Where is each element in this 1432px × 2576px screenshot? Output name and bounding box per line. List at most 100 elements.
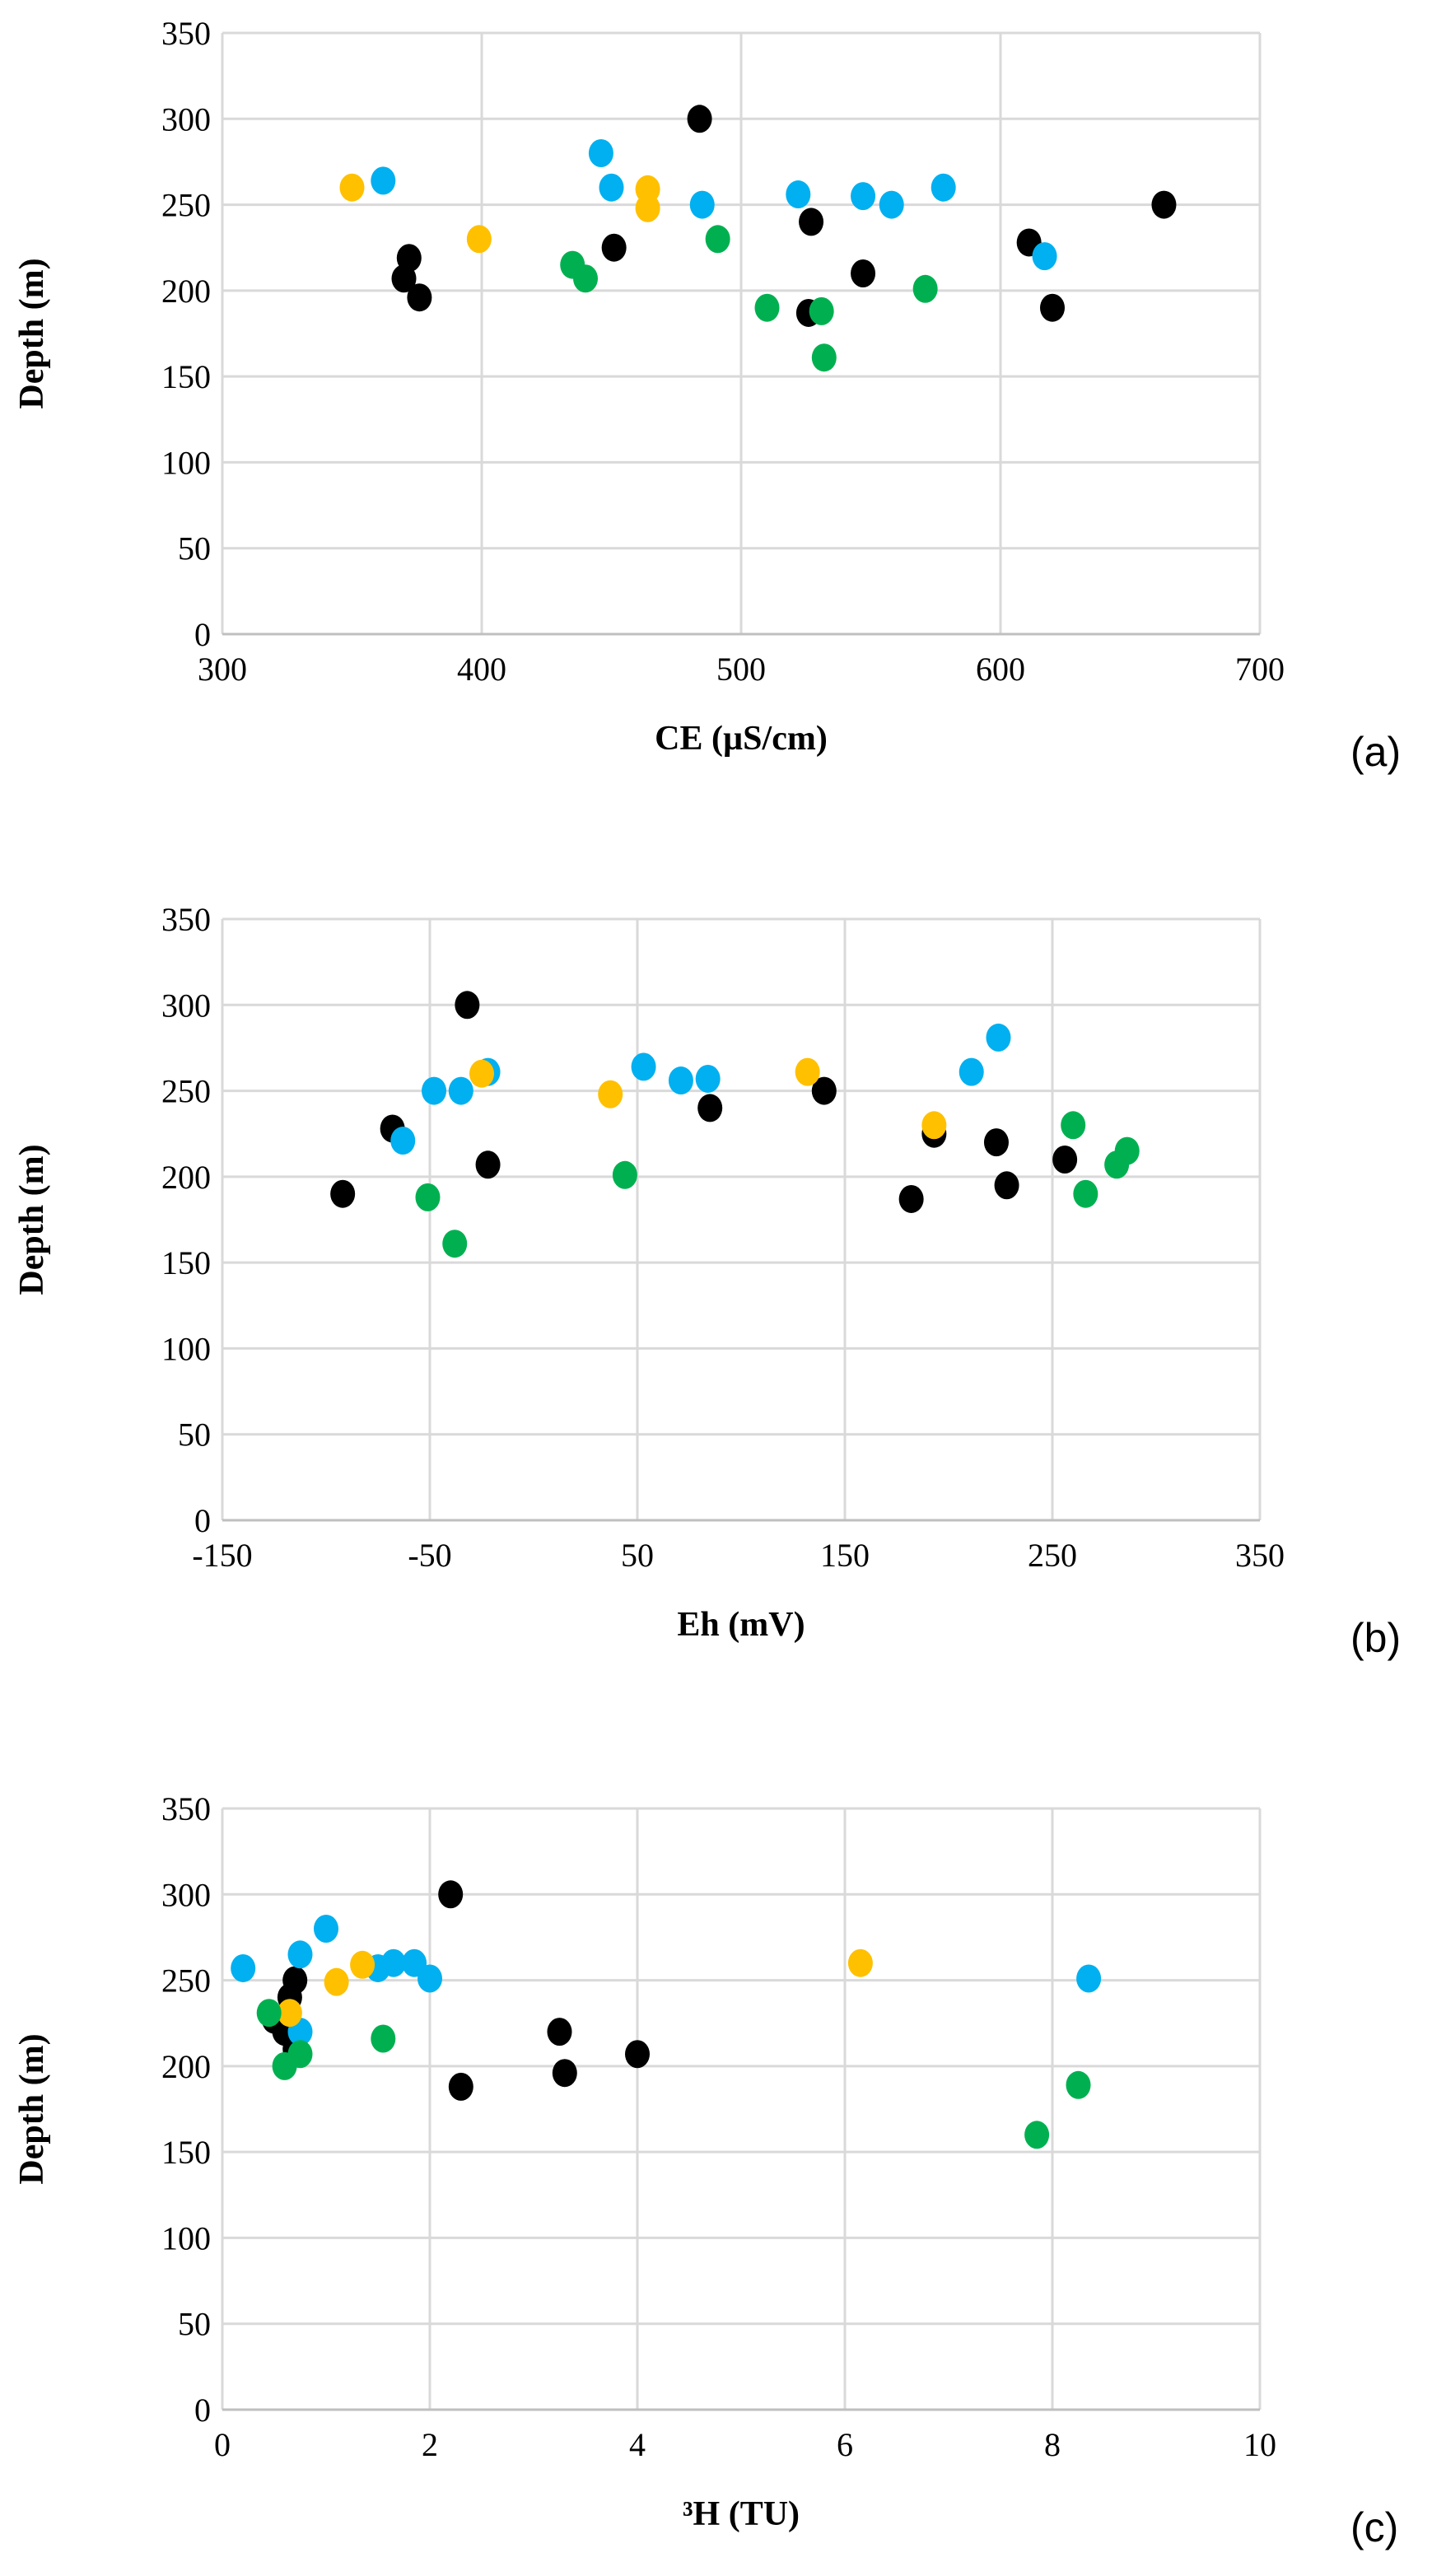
data-point-black — [687, 105, 712, 133]
data-point-green — [287, 2040, 313, 2069]
x-tick-label: 4 — [629, 2426, 646, 2463]
data-point-black — [552, 2059, 577, 2088]
data-point-black — [898, 1184, 924, 1213]
data-point-blue — [631, 1052, 656, 1081]
chart-panel-3: 0 50 100 150 200 250 300 350 0 2 4 6 8 10 ³H (TU) Depth… — [13, 1790, 1398, 2550]
data-point-black — [1151, 190, 1177, 219]
y-tick-label: 100 — [161, 1330, 211, 1367]
data-point-yellow — [795, 1057, 820, 1086]
y-tick-label: 300 — [161, 1876, 211, 1913]
data-point-blue — [390, 1127, 416, 1155]
x-tick-label: 500 — [716, 651, 766, 688]
data-point-yellow — [847, 1948, 873, 1977]
data-point-yellow — [350, 1950, 375, 1979]
x-tick-label: 50 — [621, 1537, 654, 1574]
y-tick-label: 0 — [194, 2392, 211, 2429]
data-point-green — [809, 296, 834, 325]
chart-panel-2: 0 50 100 150 200 250 300 350 -150 -50 50 150 250 350 E… — [13, 901, 1401, 1661]
panel-label: (a) — [1350, 729, 1401, 775]
y-tick-label: 250 — [161, 1073, 211, 1110]
x-axis-title: ³H (TU) — [683, 2495, 800, 2533]
data-point-blue — [1076, 1964, 1102, 1993]
data-point-blue — [689, 190, 715, 219]
data-point-black — [697, 1094, 723, 1122]
data-point-green — [1061, 1111, 1086, 1140]
data-point-black — [448, 2072, 473, 2101]
data-point-green — [1024, 2121, 1050, 2149]
data-point-blue — [448, 1076, 473, 1105]
x-tick-label: 10 — [1243, 2426, 1276, 2463]
data-point-green — [442, 1230, 468, 1258]
y-tick-label: 0 — [194, 1502, 211, 1539]
data-point-yellow — [921, 1111, 947, 1140]
data-point-green — [1066, 2070, 1091, 2099]
data-point-yellow — [469, 1059, 494, 1088]
data-point-black — [1040, 293, 1065, 322]
data-point-green — [754, 293, 780, 322]
data-point-yellow — [466, 225, 492, 254]
y-tick-label: 100 — [161, 2219, 211, 2256]
y-tick-label: 150 — [161, 2134, 211, 2171]
data-point-blue — [1032, 242, 1057, 271]
x-tick-label: 150 — [820, 1537, 870, 1574]
data-point-black — [811, 1076, 837, 1105]
data-point-black — [475, 1150, 501, 1179]
data-point-black — [330, 1179, 356, 1208]
x-tick-label: 350 — [1235, 1537, 1285, 1574]
panel-label: (b) — [1350, 1615, 1401, 1661]
y-tick-label: 350 — [161, 901, 211, 938]
data-point-green — [912, 274, 938, 303]
y-tick-label: 250 — [161, 187, 211, 224]
data-point-blue — [417, 1964, 442, 1993]
x-tick-label: 2 — [422, 2426, 438, 2463]
data-point-blue — [786, 180, 811, 209]
data-point-green — [1114, 1136, 1140, 1165]
data-point-black — [983, 1128, 1009, 1157]
y-tick-label: 350 — [161, 1790, 211, 1827]
x-tick-label: 300 — [198, 651, 247, 688]
data-point-yellow — [339, 173, 365, 202]
data-point-blue — [931, 173, 956, 202]
data-point-green — [811, 343, 837, 372]
y-tick-label: 300 — [161, 987, 211, 1024]
data-point-black — [1052, 1146, 1078, 1174]
data-point-black — [851, 259, 876, 287]
data-point-blue — [879, 190, 904, 219]
data-point-blue — [695, 1064, 721, 1093]
x-tick-label: 6 — [837, 2426, 853, 2463]
data-point-black — [547, 2018, 572, 2046]
y-tick-label: 0 — [194, 616, 211, 653]
y-tick-label: 350 — [161, 15, 211, 52]
data-point-yellow — [635, 194, 660, 222]
chart-panel-1: 0 50 100 150 200 250 300 350 300 400 500 600 700 CE (… — [13, 15, 1401, 775]
data-point-black — [625, 2040, 650, 2069]
y-tick-label: 200 — [161, 2048, 211, 2085]
y-tick-label: 150 — [161, 358, 211, 395]
data-point-black — [601, 233, 627, 262]
data-point-blue — [851, 182, 876, 211]
panel-label: (c) — [1350, 2504, 1398, 2550]
data-point-blue — [588, 139, 613, 167]
x-tick-label: 700 — [1235, 651, 1285, 688]
data-point-blue — [668, 1066, 693, 1095]
y-tick-label: 50 — [178, 530, 211, 567]
data-point-green — [573, 264, 598, 293]
data-point-blue — [380, 1948, 406, 1977]
data-point-green — [1073, 1179, 1098, 1208]
y-tick-label: 200 — [161, 273, 211, 310]
data-point-black — [994, 1171, 1019, 1200]
x-tick-label: -50 — [408, 1537, 451, 1574]
data-point-green — [256, 1999, 282, 2028]
data-point-blue — [599, 173, 624, 202]
x-axis-title: Eh (mV) — [677, 1606, 805, 1644]
data-point-blue — [986, 1023, 1011, 1052]
data-point-black — [455, 991, 480, 1020]
x-tick-label: 0 — [214, 2426, 231, 2463]
data-point-blue — [287, 1940, 313, 1969]
y-tick-label: 150 — [161, 1244, 211, 1281]
y-tick-label: 50 — [178, 1416, 211, 1454]
data-point-blue — [959, 1057, 984, 1086]
y-tick-label: 300 — [161, 100, 211, 138]
data-point-yellow — [598, 1080, 623, 1108]
x-tick-label: 600 — [976, 651, 1025, 688]
